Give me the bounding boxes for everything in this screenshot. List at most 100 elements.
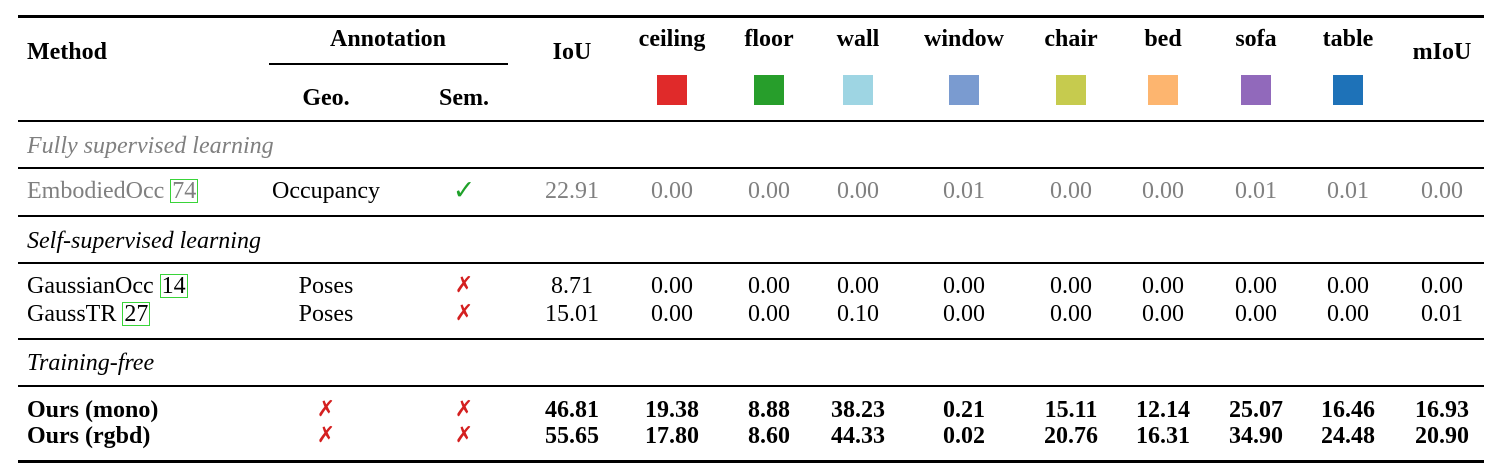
section-rule-1 [18, 167, 1484, 169]
swatch-wall [843, 75, 873, 105]
section-rule-5 [18, 385, 1484, 387]
value-cell: 0.00 [1142, 273, 1184, 299]
method-cell: GaussianOcc 14 [27, 272, 188, 300]
value-cell: 8.60 [748, 423, 790, 449]
value-cell: 0.00 [748, 273, 790, 299]
value-cell: 20.90 [1415, 423, 1469, 449]
method-cell: EmbodiedOcc 74 [27, 177, 199, 205]
geo-cell: Poses [298, 273, 354, 299]
value-cell: 34.90 [1229, 423, 1283, 449]
value-cell: 0.00 [1421, 178, 1463, 204]
swatch-table [1333, 75, 1363, 105]
value-cell: 0.01 [1235, 178, 1277, 204]
geo-cross-mark: ✗ [316, 397, 336, 422]
method-cell: GaussTR 27 [27, 300, 151, 328]
value-cell: 24.48 [1321, 423, 1375, 449]
value-cell: 0.00 [1421, 273, 1463, 299]
header-class-chair: chair [1044, 26, 1098, 52]
section-rule-4 [18, 338, 1484, 340]
value-cell: 0.00 [837, 273, 879, 299]
value-cell: 16.93 [1415, 397, 1469, 423]
bottom-rule [18, 460, 1484, 463]
value-cell: 0.00 [943, 273, 985, 299]
value-cell: 38.23 [831, 397, 885, 423]
value-cell: 8.71 [551, 273, 593, 299]
top-rule [18, 15, 1484, 18]
method-name: Ours (rgbd) [27, 423, 151, 449]
value-cell: 0.01 [1327, 178, 1369, 204]
header-class-sofa: sofa [1235, 26, 1277, 52]
citation-ref: 14 [159, 273, 188, 299]
value-cell: 0.00 [943, 301, 985, 327]
method-name: EmbodiedOcc [27, 178, 165, 204]
value-cell: 0.00 [748, 178, 790, 204]
value-cell: 16.46 [1321, 397, 1375, 423]
header-sem: Sem. [439, 85, 489, 111]
value-cell: 0.00 [1235, 301, 1277, 327]
method-name: GaussTR [27, 301, 117, 327]
value-cell: 55.65 [545, 423, 599, 449]
sem-cross-mark: ✗ [454, 301, 474, 326]
value-cell: 0.00 [651, 301, 693, 327]
section-title: Fully supervised learning [27, 133, 274, 159]
section-rule-2 [18, 215, 1484, 217]
header-class-floor: floor [744, 26, 794, 52]
annotation-underline [269, 63, 508, 65]
value-cell: 0.00 [651, 273, 693, 299]
swatch-floor [754, 75, 784, 105]
value-cell: 0.00 [1050, 178, 1092, 204]
value-cell: 12.14 [1136, 397, 1190, 423]
swatch-bed [1148, 75, 1178, 105]
citation-ref: 74 [170, 178, 199, 204]
header-rule [18, 120, 1484, 122]
geo-cell: Poses [298, 301, 354, 327]
method-cell: Ours (mono) [27, 396, 158, 424]
swatch-window [949, 75, 979, 105]
value-cell: 20.76 [1044, 423, 1098, 449]
value-cell: 19.38 [645, 397, 699, 423]
value-cell: 0.01 [1421, 301, 1463, 327]
sem-cross-mark: ✗ [454, 273, 474, 298]
section-title: Self-supervised learning [27, 228, 261, 254]
value-cell: 8.88 [748, 397, 790, 423]
citation-ref: 27 [122, 301, 151, 327]
value-cell: 17.80 [645, 423, 699, 449]
value-cell: 16.31 [1136, 423, 1190, 449]
geo-cross-mark: ✗ [316, 423, 336, 448]
swatch-sofa [1241, 75, 1271, 105]
header-geo: Geo. [302, 85, 350, 111]
value-cell: 0.00 [1327, 301, 1369, 327]
value-cell: 0.00 [837, 178, 879, 204]
value-cell: 0.21 [943, 397, 985, 423]
value-cell: 0.00 [748, 301, 790, 327]
value-cell: 0.00 [1327, 273, 1369, 299]
section-rule-3 [18, 262, 1484, 264]
header-annotation: Annotation [329, 26, 447, 52]
value-cell: 44.33 [831, 423, 885, 449]
section-title: Training-free [27, 350, 155, 376]
value-cell: 0.00 [1050, 301, 1092, 327]
value-cell: 0.00 [1235, 273, 1277, 299]
header-class-ceiling: ceiling [638, 26, 706, 52]
swatch-chair [1056, 75, 1086, 105]
value-cell: 46.81 [545, 397, 599, 423]
header-class-window: window [923, 26, 1005, 52]
header-method: Method [27, 39, 107, 65]
header-class-wall: wall [836, 26, 880, 52]
header-class-table: table [1322, 26, 1374, 52]
value-cell: 0.10 [837, 301, 879, 327]
value-cell: 0.00 [651, 178, 693, 204]
value-cell: 0.00 [1142, 301, 1184, 327]
method-cell: Ours (rgbd) [27, 422, 150, 450]
method-name: Ours (mono) [27, 397, 159, 423]
swatch-ceiling [657, 75, 687, 105]
value-cell: 0.00 [1142, 178, 1184, 204]
sem-cross-mark: ✗ [454, 423, 474, 448]
sem-check-mark: ✓ [452, 175, 476, 206]
value-cell: 0.02 [943, 423, 985, 449]
value-cell: 22.91 [545, 178, 599, 204]
sem-cross-mark: ✗ [454, 397, 474, 422]
method-name: GaussianOcc [27, 273, 154, 299]
geo-cell: Occupancy [272, 178, 380, 204]
header-class-bed: bed [1144, 26, 1182, 52]
